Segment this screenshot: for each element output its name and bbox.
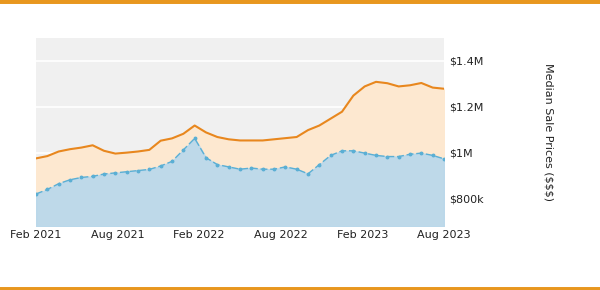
Y-axis label: Median Sale Prices ($$$): Median Sale Prices ($$$)	[544, 63, 554, 201]
